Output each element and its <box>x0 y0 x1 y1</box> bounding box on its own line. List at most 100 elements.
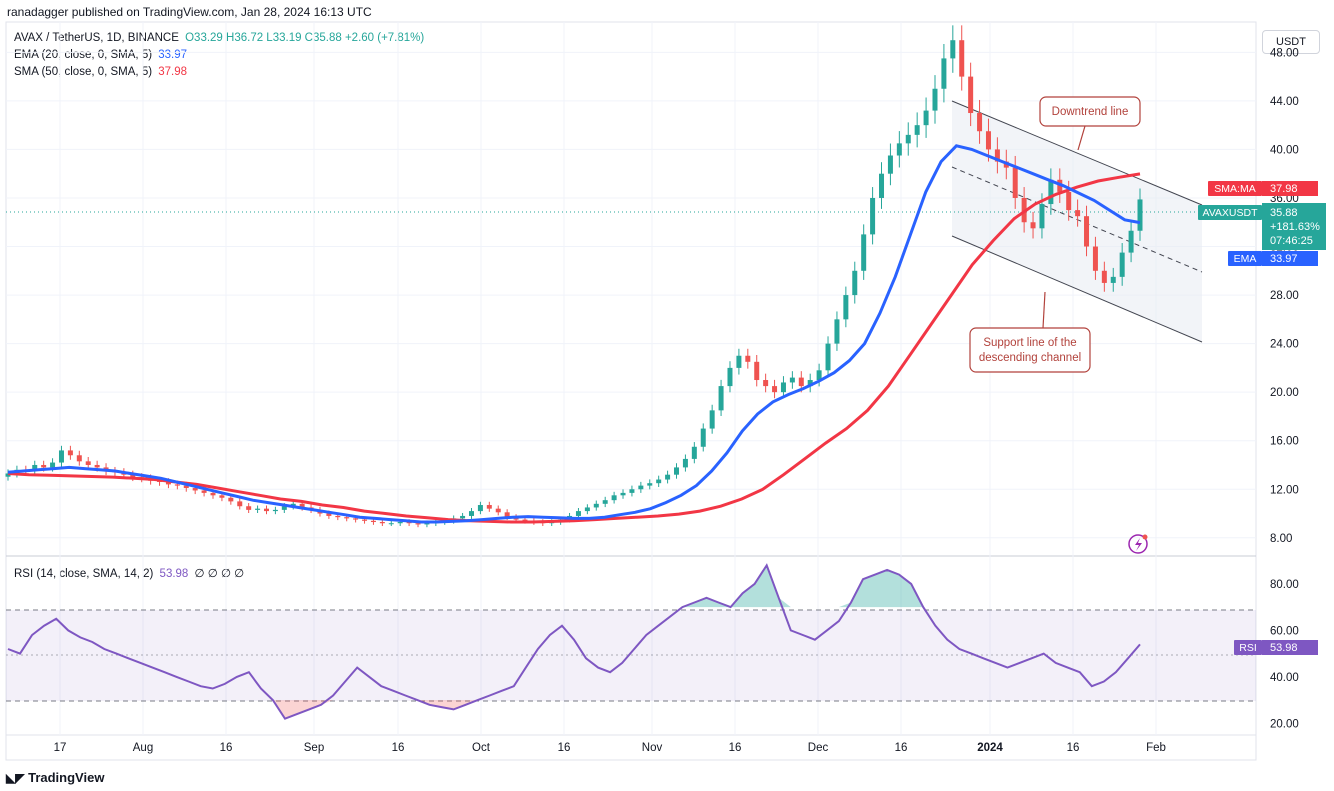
candle-body <box>691 446 697 459</box>
price-tick-label: 48.00 <box>1270 47 1299 59</box>
candle-body <box>94 464 100 468</box>
price-tick-label: 8.00 <box>1270 533 1292 545</box>
candle-body <box>130 474 136 478</box>
sma-badge-label: SMA:MA <box>1214 183 1255 195</box>
candle-body <box>700 428 706 447</box>
downtrend-callout-text: Downtrend line <box>1052 106 1129 118</box>
ohlc-values: O33.29 H36.72 L33.19 C35.88 +2.60 (+7.81… <box>185 32 425 44</box>
price-badge-change: +181.63% <box>1270 221 1320 233</box>
time-tick-label: 16 <box>220 742 233 754</box>
candle-body <box>388 523 394 525</box>
candle-body <box>504 512 510 518</box>
sma50-line <box>7 172 1141 524</box>
candle-body <box>843 295 849 320</box>
candle-body <box>67 450 73 456</box>
price-tick-label: 24.00 <box>1270 339 1299 351</box>
candle-body <box>870 197 876 235</box>
price-badge-value: 35.88 <box>1270 207 1298 219</box>
candle-body <box>344 517 350 519</box>
candle-body <box>745 355 751 362</box>
candle-body <box>460 515 466 519</box>
candle-body <box>272 509 278 512</box>
candle-body <box>932 88 938 111</box>
sma-legend-value: 37.98 <box>158 66 188 78</box>
candle-body <box>584 507 590 512</box>
candle-body <box>985 131 991 150</box>
candle-body <box>58 450 64 463</box>
ema-badge: EMA 33.97 <box>1228 251 1318 266</box>
candle-body <box>486 505 492 509</box>
candle-body <box>192 488 198 491</box>
candle-body <box>201 490 207 493</box>
candle-body <box>914 125 920 135</box>
sma-legend: SMA (50, close, 0, SMA, 5) 37.98 <box>14 66 187 78</box>
time-tick-label: 16 <box>1067 742 1080 754</box>
publish-header: ranadagger published on TradingView.com,… <box>7 5 372 19</box>
candle-body <box>76 455 82 462</box>
candle-body <box>718 386 724 411</box>
symbol-name[interactable]: AVAX / TetherUS, 1D, BINANCE <box>14 32 179 44</box>
time-tick-label: 17 <box>54 742 67 754</box>
ema-badge-label: EMA <box>1234 253 1257 265</box>
rsi-tick-label: 20.00 <box>1270 718 1299 730</box>
candle-body <box>219 495 225 498</box>
candle-body <box>620 492 626 496</box>
candle-body <box>299 503 305 508</box>
candle-body <box>1066 191 1072 211</box>
candle-body <box>959 40 965 77</box>
tradingview-logo-icon: ◣◤ <box>6 771 25 785</box>
candle-body <box>905 134 911 144</box>
price-badge-label: AVAXUSDT <box>1202 207 1258 219</box>
candle-body <box>816 370 822 381</box>
ema20-line <box>7 144 1141 524</box>
candle-body <box>1075 210 1081 217</box>
candle-body <box>638 485 644 490</box>
candle-body <box>183 485 189 489</box>
support-callout-text-2: descending channel <box>979 352 1081 364</box>
candle-body <box>522 519 528 521</box>
lightning-icon[interactable] <box>1128 534 1148 554</box>
descending-channel-fill <box>952 101 1202 342</box>
sma-legend-label[interactable]: SMA (50, close, 0, SMA, 5) <box>14 66 153 78</box>
candle-body <box>789 377 795 383</box>
candle-body <box>861 234 867 271</box>
candle-body <box>941 58 947 89</box>
candle-body <box>682 458 688 468</box>
time-tick-label: Sep <box>304 742 324 754</box>
time-tick-label: 16 <box>392 742 405 754</box>
currency-unit-button[interactable]: USDT <box>1262 30 1320 54</box>
candle-body <box>290 503 296 507</box>
support-callout[interactable]: Support line of the descending channel <box>969 291 1091 373</box>
candle-body <box>255 508 261 510</box>
candle-body <box>798 377 804 387</box>
candle-body <box>50 462 56 468</box>
candle-body <box>362 519 368 521</box>
tradingview-logo[interactable]: ◣◤ TradingView <box>6 770 104 785</box>
candle-body <box>674 467 680 475</box>
rsi-legend-label[interactable]: RSI (14, close, SMA, 14, 2) <box>14 568 154 580</box>
downtrend-callout[interactable]: Downtrend line <box>1039 96 1141 151</box>
rsi-legend-value: 53.98 <box>159 568 189 580</box>
candle-body <box>665 474 671 480</box>
candle-body <box>780 382 786 393</box>
candle-body <box>468 511 474 516</box>
candle-body <box>1084 216 1090 247</box>
candle-body <box>736 355 742 368</box>
time-tick-label: Nov <box>642 742 663 754</box>
price-badge: AVAXUSDT 35.88 +181.63% 07:46:25 <box>1198 203 1326 250</box>
time-axis-ticks: 17 Aug 16 Sep 16 Oct 16 Nov 16 Dec 16 2024 16 Feb <box>54 742 1166 754</box>
candle-body <box>602 500 608 504</box>
ema-badge-value: 33.97 <box>1270 253 1298 265</box>
rsi-legend: RSI (14, close, SMA, 14, 2) 53.98 ∅ ∅ ∅ … <box>14 566 244 580</box>
candle-body <box>424 523 430 525</box>
candle-body <box>575 511 581 516</box>
candle-body <box>335 515 341 518</box>
support-callout-text-1: Support line of the <box>983 337 1076 349</box>
candle-body <box>1030 222 1036 229</box>
candle-body <box>772 386 778 393</box>
time-tick-label: 16 <box>558 742 571 754</box>
candle-body <box>1092 246 1098 271</box>
candle-body <box>852 270 858 296</box>
candle-body <box>495 508 501 513</box>
